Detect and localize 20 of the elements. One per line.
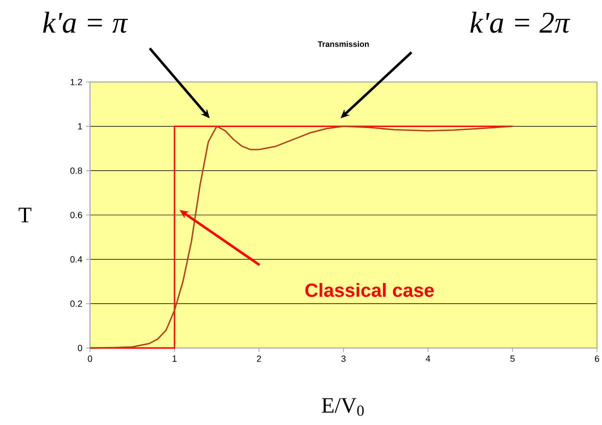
y-tick-label: 0.8 [70,167,82,174]
x-tick-label: 4 [426,356,430,362]
chart-title: Transmission [318,41,369,47]
y-tick-label: 0.6 [70,212,82,218]
y-tick-label: 1.2 [70,78,82,86]
y-tick-label: 0.4 [70,256,82,263]
x-tick-label: 0 [88,356,92,362]
x-tick-label: 6 [594,356,600,362]
text: k'a = π [43,12,128,33]
x-tick-label: 2 [256,356,262,362]
x-axis-title: E/V$_{0}$ [322,398,364,416]
text: k'a = 2π [470,12,570,33]
y-axis-title: T [18,208,32,222]
x-tick-label: 5 [510,356,515,362]
y-tick-label: 0 [78,344,82,352]
x-tick-label: 1 [172,356,177,362]
annotation: Classical case [305,283,434,297]
y-tick-label: 1 [78,123,82,130]
x-tick-label: 3 [341,356,346,362]
y-tick-label: 0.2 [70,300,82,307]
